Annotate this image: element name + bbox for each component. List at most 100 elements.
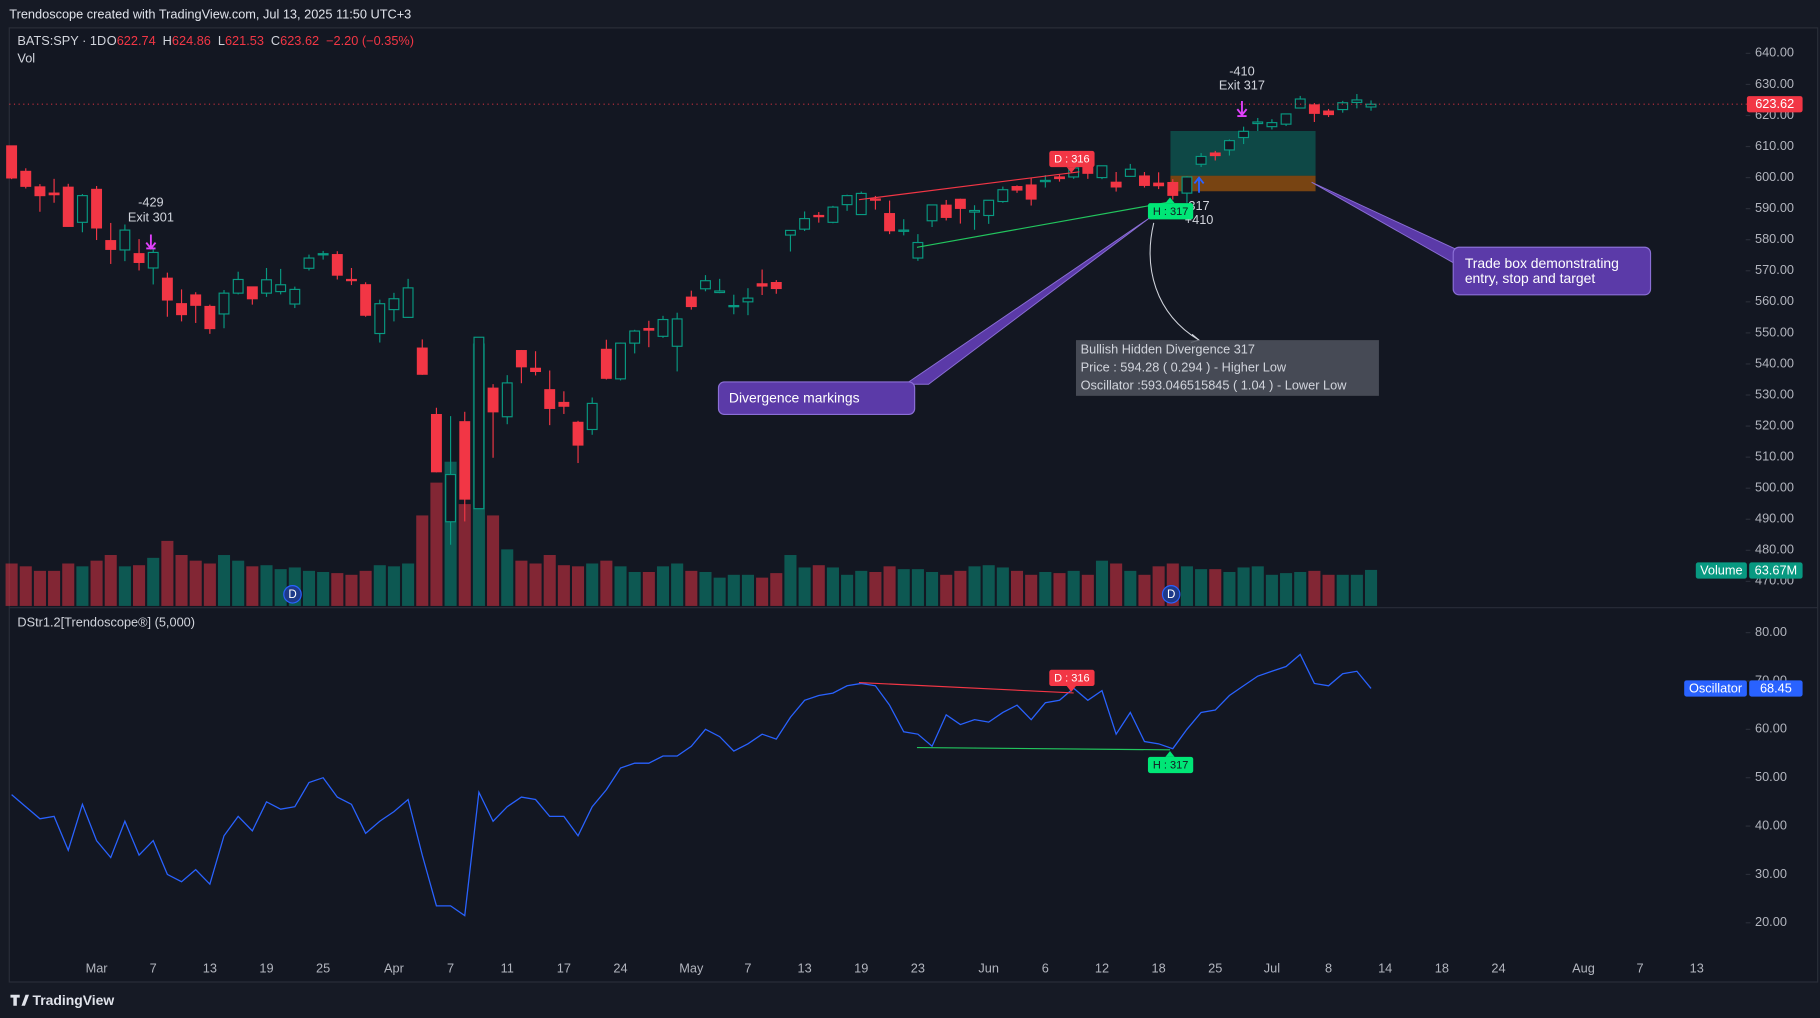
candle-body	[1365, 103, 1377, 108]
volume-bar	[727, 574, 740, 606]
exit-label: Exit 317	[1219, 77, 1265, 92]
x-tick-label: 25	[1208, 961, 1222, 976]
x-tick-label: 24	[1491, 961, 1505, 976]
candle-body	[303, 257, 315, 269]
volume-bar	[1152, 566, 1165, 606]
volume-bar	[133, 565, 146, 606]
volume-bar	[741, 574, 755, 606]
symbol: BATS:SPY · 1D	[17, 33, 106, 48]
volume-bar	[1025, 574, 1038, 606]
volume-bar	[855, 570, 868, 606]
x-tick-label: Aug	[1572, 961, 1595, 976]
candle-body	[954, 198, 966, 209]
divergence-line-osc-bear	[858, 681, 1074, 694]
candle-layer	[6, 94, 1377, 545]
volume-bar	[147, 557, 160, 606]
oscillator-line	[11, 653, 1372, 917]
volume-bar	[784, 555, 797, 606]
candle-body	[6, 145, 18, 179]
x-tick-label: 18	[1152, 961, 1166, 976]
x-tick-label: 19	[854, 961, 868, 976]
volume-bar	[317, 571, 330, 606]
candle-body	[105, 240, 117, 250]
volume-bar	[48, 570, 61, 606]
candle-body	[430, 414, 442, 473]
x-tick-label: 18	[1435, 961, 1449, 976]
y-tick-label: 40.00	[1755, 817, 1787, 832]
x-tick-label: 24	[613, 961, 627, 976]
candle-body	[1323, 110, 1335, 116]
volume-bar	[954, 570, 967, 606]
volume-bar	[487, 515, 500, 606]
candle-body	[360, 284, 372, 316]
divergence-line-price-bull	[916, 201, 1171, 248]
y-tick-label: 630.00	[1755, 76, 1794, 91]
tooltip-box	[1075, 340, 1379, 396]
candle-body	[983, 199, 995, 217]
volume-bar	[1053, 573, 1066, 606]
candle-body	[841, 195, 853, 206]
volume-bar	[614, 566, 627, 606]
volume-bar	[699, 571, 712, 606]
candle-body	[204, 305, 216, 330]
candle-body	[218, 292, 230, 315]
candle-body	[501, 382, 513, 418]
callout-pointer	[903, 217, 1150, 385]
volume-bar	[926, 571, 939, 606]
candle-body	[1223, 140, 1235, 151]
volume-bar	[1223, 571, 1236, 606]
x-tick-label: 11	[501, 961, 514, 976]
x-tick-label: 17	[557, 961, 571, 976]
y-tick-label: 640.00	[1755, 45, 1794, 60]
x-tick-label: Apr	[384, 961, 405, 976]
volume-bar	[1180, 566, 1193, 606]
y-tick-label: 580.00	[1755, 231, 1794, 246]
candle-body	[147, 251, 159, 269]
candle-body	[855, 192, 867, 216]
ohlc-key: L	[218, 33, 225, 48]
ohlc-key: H	[163, 33, 172, 48]
candle-body	[615, 342, 626, 380]
volume-bar	[1251, 566, 1264, 606]
candle-body	[1139, 175, 1150, 186]
candle-body	[1153, 182, 1165, 187]
oscillator-tag-text: Oscillator	[1689, 680, 1743, 695]
attribution: Trendoscope created with TradingView.com…	[9, 6, 411, 21]
axis-layer: 470.00480.00490.00500.00510.00520.00530.…	[9, 45, 1803, 976]
x-tick-label: 25	[316, 961, 330, 976]
volume-bar	[217, 555, 231, 606]
candle-body	[1238, 130, 1250, 139]
price-tag	[1746, 96, 1803, 113]
oscillator-layer	[11, 653, 1372, 917]
candle-body	[133, 253, 145, 263]
callout-box	[1452, 246, 1652, 296]
volume-bar	[1010, 570, 1024, 606]
candle-body	[1294, 98, 1306, 109]
x-tick-label: 19	[259, 961, 273, 976]
oscillator-tag	[1684, 680, 1747, 697]
volume-marker	[283, 585, 302, 604]
candle-body	[76, 195, 88, 223]
candle-body	[388, 298, 400, 311]
candle-body	[1025, 184, 1037, 200]
volume-marker-text: D	[1167, 588, 1175, 601]
y-tick-label: 530.00	[1755, 386, 1794, 401]
candle-body	[784, 229, 796, 236]
entry-id: 317	[1188, 198, 1209, 213]
candle-body	[48, 192, 60, 196]
candle-body	[728, 304, 740, 308]
divergence-line-price-bear	[858, 171, 1080, 201]
volume-bar	[232, 560, 245, 606]
x-tick-label: 13	[203, 961, 217, 976]
volume-bar	[671, 563, 684, 606]
volume-bar	[387, 566, 400, 606]
candle-body	[1096, 165, 1108, 179]
candle-body	[629, 330, 641, 344]
volume-bar	[897, 569, 910, 606]
oscillator-value-text: 68.45	[1760, 680, 1792, 695]
candle-body	[671, 318, 683, 347]
volume-bar	[600, 560, 613, 606]
volume-bar	[756, 577, 769, 606]
volume-bar	[359, 570, 372, 606]
